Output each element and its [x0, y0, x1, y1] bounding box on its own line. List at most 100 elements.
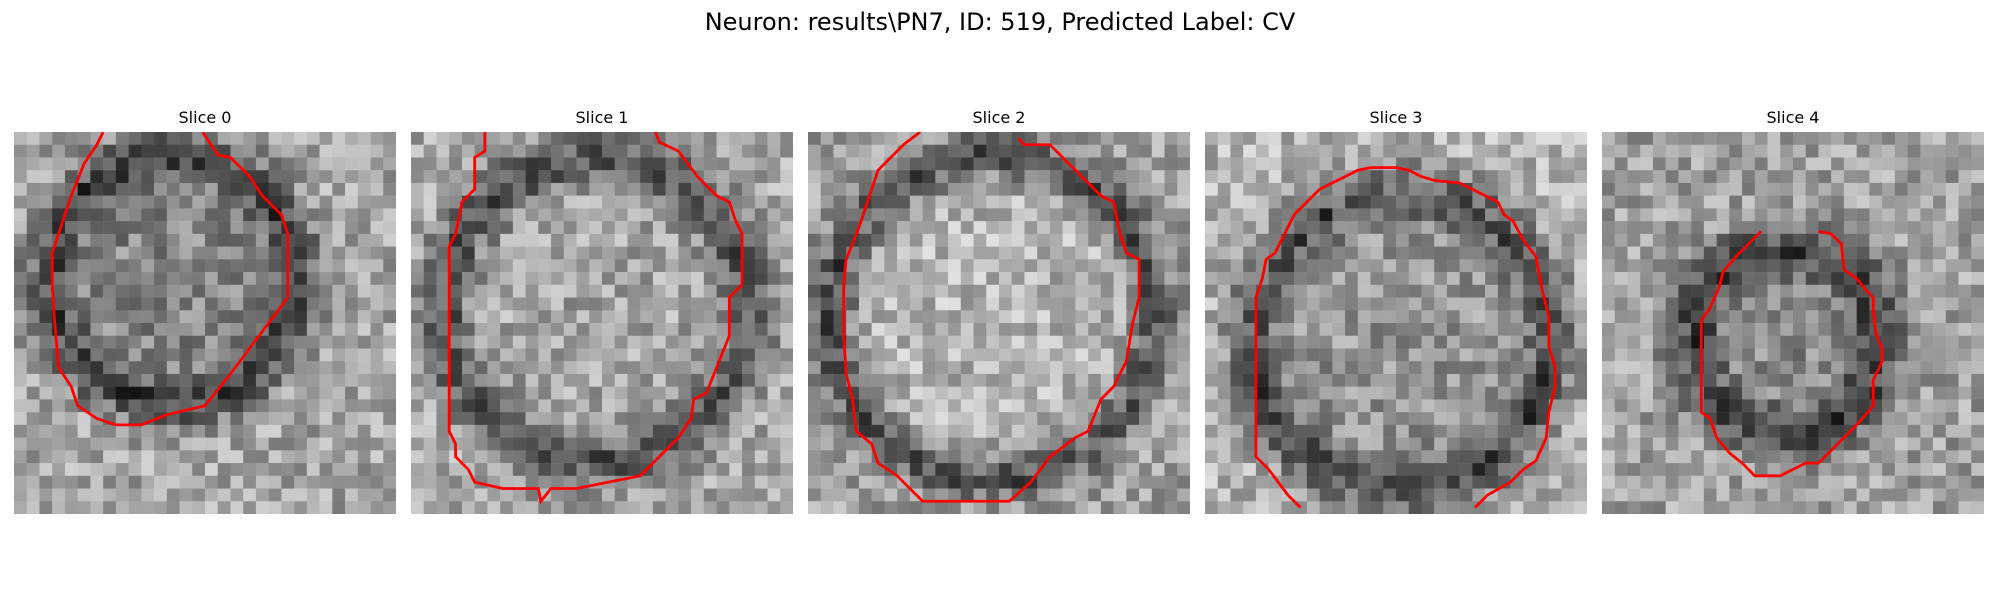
- pixel: [1869, 437, 1883, 451]
- pixel: [767, 450, 781, 464]
- pixel: [1459, 284, 1473, 298]
- pixel: [846, 310, 860, 324]
- pixel: [678, 399, 692, 413]
- pixel: [154, 348, 168, 362]
- pixel: [999, 284, 1012, 298]
- pixel: [128, 297, 142, 311]
- pixel: [909, 386, 923, 400]
- pixel: [897, 373, 911, 387]
- pixel: [255, 310, 269, 324]
- pixel: [411, 399, 424, 413]
- pixel: [461, 233, 475, 247]
- pixel: [500, 144, 514, 158]
- pixel: [1754, 144, 1768, 158]
- pixel: [1971, 361, 1984, 375]
- pixel: [449, 373, 463, 387]
- pixel: [1434, 233, 1448, 247]
- pixel: [1345, 450, 1359, 464]
- pixel: [1217, 399, 1231, 413]
- pixel: [332, 323, 346, 336]
- pixel: [1780, 233, 1794, 247]
- pixel: [319, 361, 333, 375]
- pixel: [243, 386, 257, 400]
- pixel: [1523, 144, 1537, 158]
- pixel: [1011, 424, 1025, 438]
- pixel: [1536, 182, 1550, 196]
- pixel: [52, 412, 66, 426]
- pixel: [1907, 208, 1921, 222]
- pixel: [1831, 501, 1845, 514]
- pixel: [846, 348, 860, 362]
- pixel: [1100, 373, 1114, 387]
- pixel: [500, 323, 514, 336]
- pixel: [1869, 412, 1883, 426]
- pixel: [703, 361, 717, 375]
- pixel: [192, 475, 206, 489]
- pixel: [1139, 373, 1153, 387]
- pixel: [64, 323, 78, 336]
- pixel: [64, 272, 78, 286]
- pixel: [973, 437, 987, 451]
- pixel: [627, 182, 641, 196]
- pixel: [1037, 335, 1051, 349]
- pixel: [640, 348, 654, 362]
- pixel: [1421, 195, 1435, 209]
- pixel: [999, 412, 1012, 426]
- pixel: [1574, 259, 1587, 273]
- pixel: [1574, 132, 1587, 145]
- pixel: [1306, 323, 1320, 336]
- pixel: [449, 132, 463, 145]
- pixel: [1177, 132, 1190, 145]
- pixel: [383, 348, 396, 362]
- pixel: [1126, 475, 1140, 489]
- pixel: [411, 501, 424, 514]
- pixel: [64, 132, 78, 145]
- pixel: [1459, 463, 1473, 477]
- pixel: [833, 437, 847, 451]
- pixel: [14, 399, 27, 413]
- pixel: [1485, 475, 1499, 489]
- pixel: [1933, 399, 1947, 413]
- pixel: [217, 170, 231, 184]
- pixel: [1139, 475, 1153, 489]
- pixel: [1459, 310, 1473, 324]
- pixel: [1510, 310, 1524, 324]
- pixel: [1345, 323, 1359, 336]
- pixel: [780, 501, 793, 514]
- pixel: [411, 233, 424, 247]
- pixel: [1205, 386, 1218, 400]
- pixel: [217, 450, 231, 464]
- pixel: [423, 233, 437, 247]
- pixel: [461, 373, 475, 387]
- pixel: [1665, 424, 1679, 438]
- pixel: [103, 297, 117, 311]
- pixel: [500, 335, 514, 349]
- pixel: [808, 475, 821, 489]
- pixel: [1602, 144, 1615, 158]
- pixel: [370, 348, 384, 362]
- pixel: [1665, 144, 1679, 158]
- pixel: [1497, 157, 1511, 171]
- pixel: [691, 463, 705, 477]
- pixel: [1062, 259, 1076, 273]
- pixel: [1243, 463, 1257, 477]
- pixel: [423, 373, 437, 387]
- pixel: [474, 323, 488, 336]
- pixel: [14, 170, 27, 184]
- pixel: [64, 450, 78, 464]
- pixel: [665, 246, 679, 260]
- pixel: [820, 297, 834, 311]
- pixel: [383, 208, 396, 222]
- pixel: [52, 132, 66, 145]
- pixel: [1678, 488, 1692, 502]
- pixel: [1561, 284, 1575, 298]
- pixel: [1230, 501, 1244, 514]
- pixel: [820, 399, 834, 413]
- pixel: [1561, 424, 1575, 438]
- pixel: [767, 424, 781, 438]
- pixel: [1971, 259, 1984, 273]
- pixel: [1843, 463, 1857, 477]
- pixel: [1281, 246, 1295, 260]
- pixel: [423, 412, 437, 426]
- pixel: [179, 412, 193, 426]
